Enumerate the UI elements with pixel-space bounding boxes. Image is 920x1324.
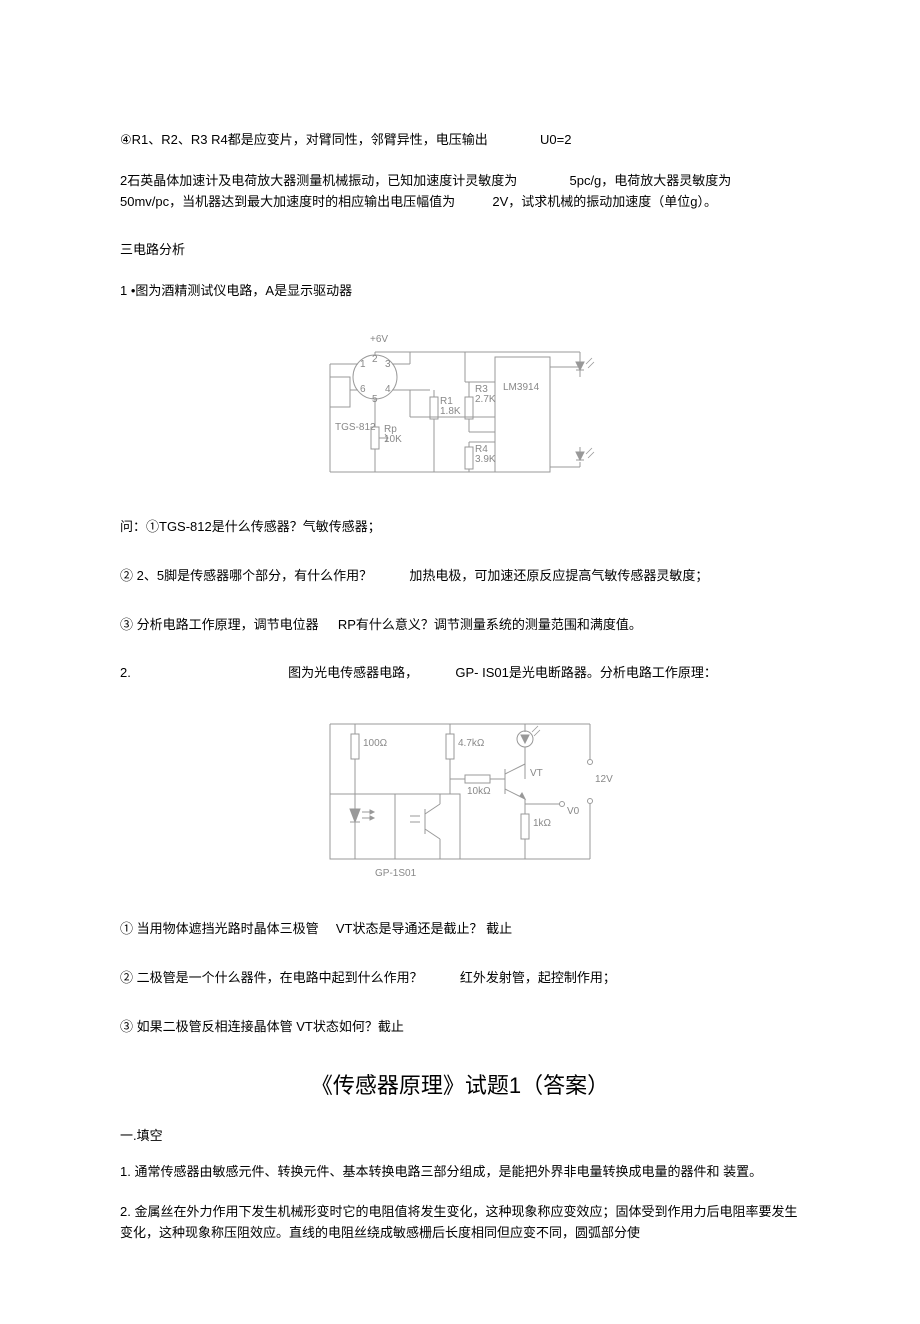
label-r10k: 10kΩ [467, 786, 491, 797]
text-quartz-1b: 5pc/g，电荷放大器灵敏度为 [569, 173, 731, 188]
text-quartz-2b: 2V，试求机械的振动加速度（单位g）。 [492, 194, 717, 209]
text-q4-suffix: U0=2 [540, 132, 571, 147]
svg-text:1: 1 [360, 359, 366, 370]
label-v0: V0 [567, 806, 580, 817]
text-q4-prefix: ④R1、R2、R3 R4都是应变片，对臂同性，邻臂异性，电压输出 [120, 132, 488, 147]
label-r3: R32.7K [475, 384, 496, 405]
question-6: ③ 如果二极管反相连接晶体管 VT状态如何？截止 [120, 1017, 800, 1038]
svg-text:5: 5 [372, 394, 378, 405]
label-lm3914: LM3914 [503, 382, 540, 393]
label-gp1s01: GP-1S01 [375, 868, 417, 879]
label-12v: 12V [595, 774, 613, 785]
label-6v: +6V [370, 334, 388, 345]
diagram-photo-circuit: 100Ω 4.7kΩ 10kΩ 1kΩ 12V VT V0 GP-1S01 [120, 704, 800, 894]
label-rp: Rp10K [384, 424, 402, 445]
question-1: 问：①TGS-812是什么传感器？气敏传感器； [120, 517, 800, 538]
heading-circuit-analysis: 三电路分析 [120, 240, 800, 261]
paragraph-alcohol-circuit: 1 •图为酒精测试仪电路，A是显示驱动器 [120, 281, 800, 302]
label-tgs: TGS-812 [335, 422, 376, 433]
text-quartz-2a: 50mv/pc，当机器达到最大加速度时的相应输出电压幅值为 [120, 194, 455, 209]
label-r47k: 4.7kΩ [458, 738, 485, 749]
svg-text:2: 2 [372, 354, 378, 365]
paragraph-photo-circuit: 2. 图为光电传感器电路， GP- IS01是光电断路器。分析电路工作原理： [120, 663, 800, 684]
label-r4: R43.9K [475, 444, 496, 465]
label-r1: R11.8K [440, 396, 461, 417]
svg-text:6: 6 [360, 384, 366, 395]
question-2: ② 2、5脚是传感器哪个部分，有什么作用？ 加热电极，可加速还原反应提高气敏传感… [120, 566, 800, 587]
paragraph-quartz: 2石英晶体加速计及电荷放大器测量机械振动，已知加速度计灵敏度为 5pc/g，电荷… [120, 171, 800, 213]
question-3: ③ 分析电路工作原理，调节电位器 RP有什么意义？调节测量系统的测量范围和满度值… [120, 615, 800, 636]
svg-text:3: 3 [385, 359, 391, 370]
answer-1: 1. 通常传感器由敏感元件、转换元件、基本转换电路三部分组成，是能把外界非电量转… [120, 1162, 800, 1183]
text-quartz-1a: 2石英晶体加速计及电荷放大器测量机械振动，已知加速度计灵敏度为 [120, 173, 517, 188]
question-5: ② 二极管是一个什么器件，在电路中起到什么作用？ 红外发射管，起控制作用； [120, 968, 800, 989]
diagram-alcohol-circuit: +6V 1 2 3 4 5 6 TGS-812 R11.8K Rp10K R32… [120, 322, 800, 492]
answer-2: 2. 金属丝在外力作用下发生机械形变时它的电阻值将发生变化，这种现象称应变效应；… [120, 1202, 800, 1244]
label-vt: VT [530, 768, 543, 779]
page-title: 《传感器原理》试题1（答案） [120, 1068, 800, 1100]
heading-fill-blank: 一.填空 [120, 1125, 800, 1144]
paragraph-q4: ④R1、R2、R3 R4都是应变片，对臂同性，邻臂异性，电压输出 U0=2 [120, 130, 800, 151]
label-r100: 100Ω [363, 738, 388, 749]
question-4: ① 当用物体遮挡光路时晶体三极管 VT状态是导通还是截止？ 截止 [120, 919, 800, 940]
label-r1k: 1kΩ [533, 818, 552, 829]
svg-text:4: 4 [385, 384, 391, 395]
